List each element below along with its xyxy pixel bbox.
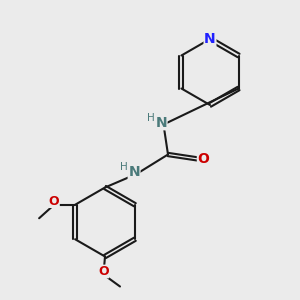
Text: O: O <box>197 152 209 166</box>
Text: N: N <box>155 116 167 130</box>
Text: H: H <box>120 162 128 172</box>
Text: O: O <box>98 265 109 278</box>
Text: H: H <box>147 113 155 123</box>
Text: N: N <box>128 165 140 179</box>
Text: O: O <box>49 195 59 208</box>
Text: N: N <box>204 32 216 46</box>
